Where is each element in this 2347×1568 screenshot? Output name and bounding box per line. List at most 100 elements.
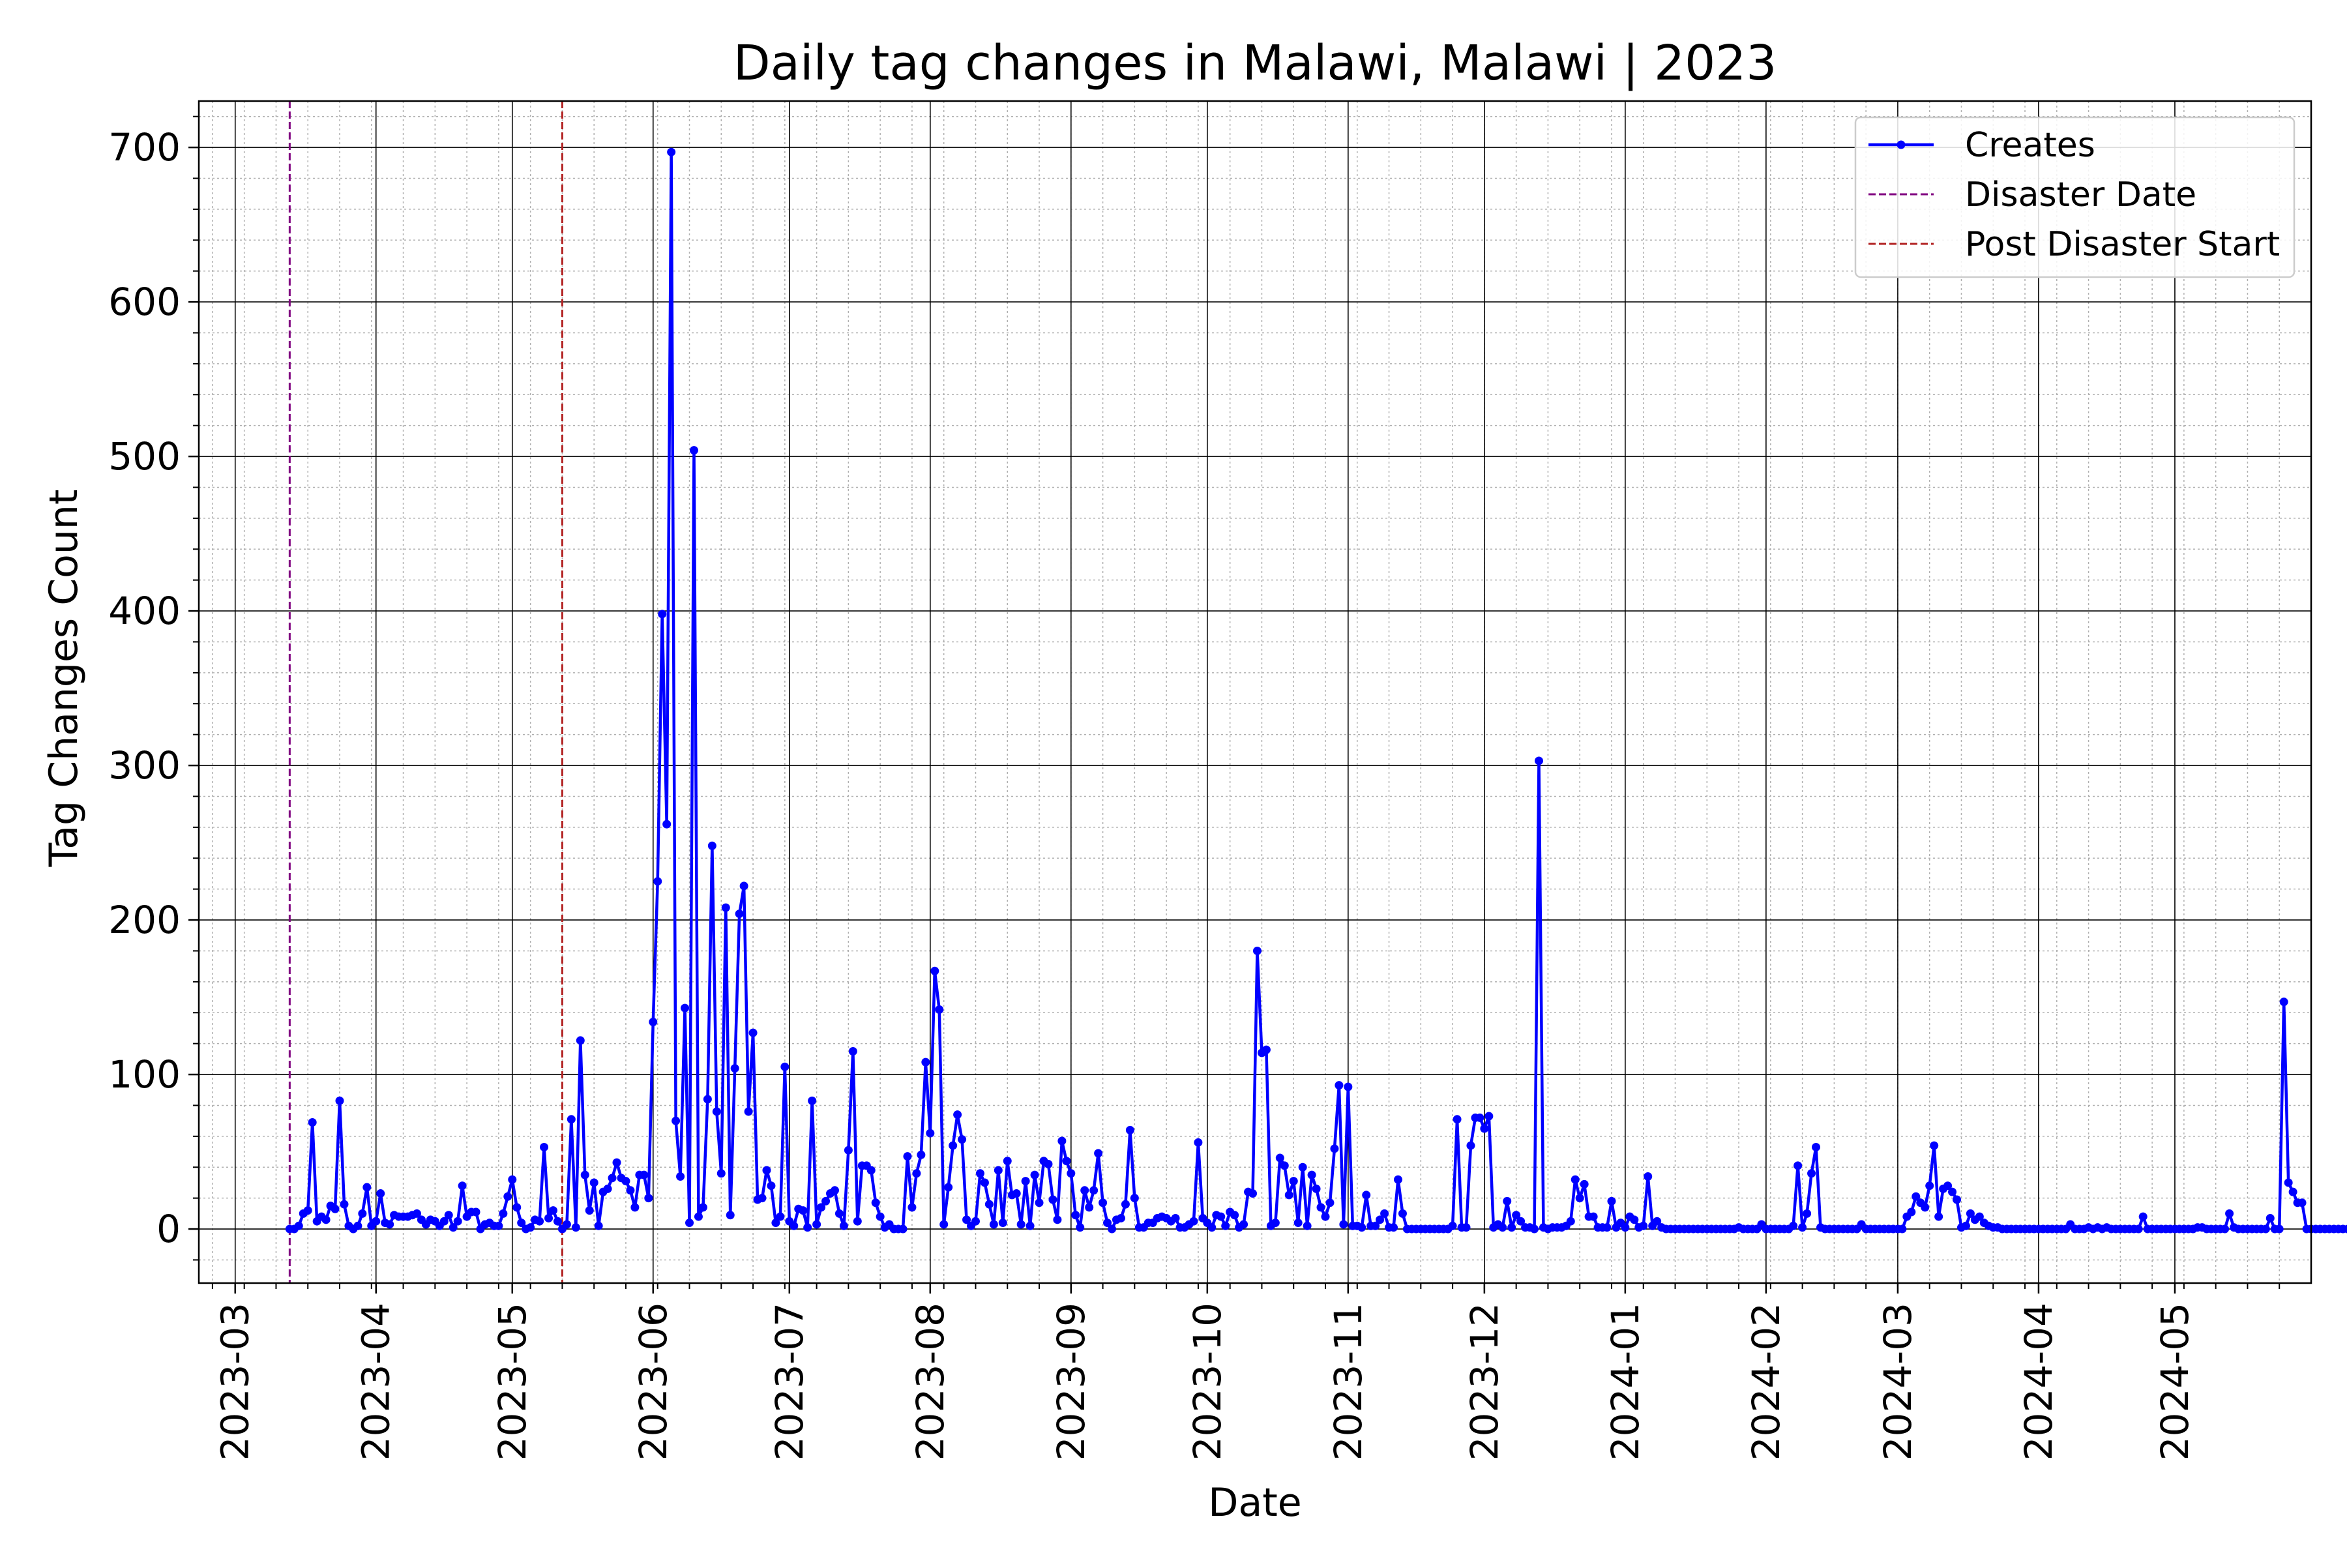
data-point bbox=[1293, 1219, 1303, 1228]
data-point bbox=[726, 1211, 735, 1220]
data-point bbox=[1966, 1209, 1975, 1218]
y-tick-label: 500 bbox=[108, 434, 181, 479]
data-point bbox=[594, 1221, 603, 1230]
data-point bbox=[898, 1224, 908, 1234]
data-point bbox=[767, 1181, 776, 1191]
data-point bbox=[1639, 1221, 1648, 1230]
data-point bbox=[1284, 1191, 1293, 1200]
x-tick-label: 2024-04 bbox=[2016, 1303, 2061, 1460]
data-point bbox=[1217, 1212, 1226, 1221]
y-tick-label: 200 bbox=[108, 898, 181, 942]
data-point bbox=[508, 1175, 517, 1184]
data-point bbox=[630, 1203, 640, 1212]
x-tick-label: 2024-01 bbox=[1603, 1303, 1647, 1460]
data-point bbox=[1921, 1203, 1930, 1212]
data-point bbox=[1380, 1209, 1389, 1218]
data-point bbox=[1934, 1212, 1943, 1221]
data-point bbox=[662, 820, 672, 829]
data-point bbox=[1507, 1223, 1516, 1232]
legend-label: Disaster Date bbox=[1965, 175, 2196, 214]
data-point bbox=[1961, 1221, 1970, 1230]
data-point bbox=[494, 1221, 503, 1230]
data-point bbox=[1307, 1170, 1316, 1179]
data-point bbox=[958, 1135, 967, 1144]
y-axis-label: Tag Changes Count bbox=[41, 490, 87, 868]
data-point bbox=[953, 1110, 962, 1119]
x-axis-label: Date bbox=[1208, 1480, 1301, 1526]
data-point bbox=[1789, 1221, 1798, 1230]
data-point bbox=[2279, 998, 2288, 1007]
data-point bbox=[799, 1206, 808, 1215]
data-point bbox=[1339, 1220, 1348, 1229]
data-point bbox=[1453, 1115, 1462, 1124]
y-tick-label: 0 bbox=[156, 1207, 181, 1251]
data-point bbox=[1071, 1211, 1080, 1220]
data-point bbox=[1194, 1138, 1203, 1147]
data-point bbox=[1371, 1221, 1380, 1230]
data-point bbox=[839, 1221, 848, 1230]
data-point bbox=[758, 1194, 767, 1203]
data-point bbox=[1803, 1209, 1812, 1218]
data-point bbox=[358, 1209, 367, 1218]
data-point bbox=[926, 1129, 935, 1138]
data-point bbox=[331, 1204, 340, 1213]
data-point bbox=[962, 1215, 971, 1224]
data-point bbox=[585, 1206, 594, 1215]
data-point bbox=[1262, 1045, 1271, 1054]
data-point bbox=[1798, 1223, 1807, 1232]
data-point bbox=[2225, 1209, 2234, 1218]
data-point bbox=[812, 1220, 821, 1229]
data-point bbox=[930, 966, 939, 975]
data-point bbox=[372, 1217, 381, 1226]
data-point bbox=[640, 1170, 649, 1179]
data-point bbox=[1089, 1186, 1099, 1195]
data-point bbox=[1462, 1223, 1471, 1232]
y-tick-label: 100 bbox=[108, 1052, 181, 1097]
x-tick-label: 2024-02 bbox=[1744, 1303, 1788, 1460]
data-point bbox=[1030, 1170, 1039, 1179]
x-tick-label: 2024-05 bbox=[2153, 1303, 2197, 1460]
data-point bbox=[340, 1200, 349, 1209]
data-point bbox=[553, 1217, 562, 1226]
data-point bbox=[526, 1223, 535, 1232]
data-point bbox=[576, 1036, 585, 1045]
data-point bbox=[667, 147, 676, 156]
data-point bbox=[1012, 1189, 1021, 1198]
x-tick-label: 2023-12 bbox=[1462, 1303, 1507, 1460]
data-point bbox=[912, 1169, 921, 1178]
data-point bbox=[444, 1211, 453, 1220]
x-tick-label: 2023-06 bbox=[631, 1303, 675, 1460]
reference-lines bbox=[288, 101, 563, 1283]
data-point bbox=[471, 1207, 480, 1217]
data-point bbox=[544, 1213, 554, 1222]
data-point bbox=[1330, 1144, 1339, 1153]
data-point bbox=[1498, 1223, 1507, 1232]
data-point bbox=[721, 903, 730, 912]
data-point bbox=[739, 881, 748, 891]
data-point bbox=[698, 1203, 707, 1212]
data-point bbox=[2284, 1178, 2293, 1187]
data-point bbox=[1362, 1191, 1371, 1200]
data-point bbox=[1907, 1207, 1916, 1217]
data-point bbox=[994, 1166, 1003, 1175]
data-point bbox=[735, 910, 744, 919]
data-point bbox=[1016, 1220, 1026, 1229]
data-point bbox=[817, 1203, 826, 1212]
data-point bbox=[644, 1194, 653, 1203]
data-point bbox=[1807, 1169, 1816, 1178]
data-point bbox=[808, 1096, 817, 1105]
data-point bbox=[2266, 1213, 2275, 1222]
data-point bbox=[449, 1223, 458, 1232]
data-point bbox=[1099, 1198, 1108, 1207]
data-point bbox=[1094, 1149, 1103, 1158]
data-point bbox=[998, 1219, 1007, 1228]
x-tick-label: 2023-03 bbox=[213, 1303, 258, 1460]
data-point bbox=[703, 1095, 712, 1104]
data-point bbox=[989, 1220, 998, 1229]
data-point bbox=[1076, 1223, 1085, 1232]
data-point bbox=[694, 1212, 703, 1221]
data-point bbox=[1571, 1175, 1580, 1184]
data-point bbox=[1067, 1169, 1076, 1178]
data-point bbox=[1130, 1194, 1139, 1203]
